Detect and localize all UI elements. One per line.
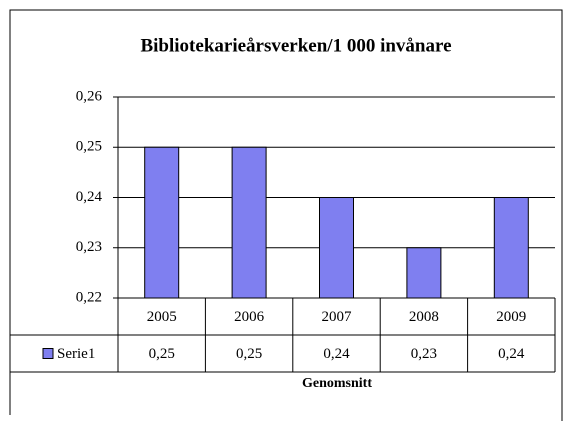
- bar: [144, 146, 180, 299]
- value-label: 0,25: [149, 346, 175, 362]
- bar: [231, 146, 267, 299]
- x-tick-label: 2007: [322, 309, 353, 325]
- y-tick-label: 0,23: [76, 239, 102, 255]
- value-label: 0,25: [236, 346, 262, 362]
- bar: [319, 197, 354, 299]
- value-label: 0,23: [411, 346, 437, 362]
- legend-label: Serie1: [57, 346, 95, 362]
- chart-title: Bibliotekarieårsverken/1 000 invånare: [140, 35, 451, 56]
- y-tick-label: 0,26: [76, 88, 103, 104]
- x-axis-label: Genomsnitt: [302, 376, 372, 391]
- value-label: 0,24: [498, 346, 525, 362]
- value-label: 0,24: [323, 346, 350, 362]
- bar: [493, 197, 529, 299]
- y-tick-label: 0,22: [76, 289, 102, 305]
- x-tick-label: 2009: [496, 309, 526, 325]
- x-tick-label: 2008: [409, 309, 439, 325]
- chart-frame: [9, 9, 563, 421]
- bar: [406, 247, 442, 299]
- y-tick-label: 0,25: [76, 139, 102, 155]
- legend-key: [42, 348, 54, 359]
- y-tick-label: 0,24: [76, 189, 103, 205]
- x-tick-label: 2005: [147, 309, 177, 325]
- x-tick-label: 2006: [234, 309, 265, 325]
